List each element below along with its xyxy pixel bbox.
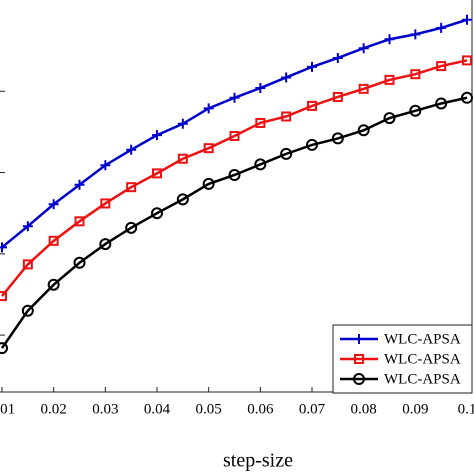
data-point	[48, 235, 59, 246]
legend-label: WLC-APSA	[384, 371, 461, 387]
data-point	[100, 160, 111, 171]
data-point	[358, 83, 369, 94]
data-point	[125, 221, 138, 234]
x-tick-label: 0.07	[299, 401, 326, 417]
legend-label: WLC-APSA	[384, 351, 461, 367]
data-point	[332, 52, 343, 63]
data-point	[176, 193, 189, 206]
data-point	[0, 291, 7, 302]
data-point	[74, 179, 85, 190]
legend: WLC-APSA WLC-APSA WLC-APSA	[332, 324, 473, 394]
x-tick-label: 0.1	[458, 401, 474, 417]
data-point	[384, 34, 395, 45]
data-point	[0, 342, 8, 355]
legend-marker	[354, 334, 364, 344]
data-point	[281, 111, 292, 122]
data-point	[255, 117, 266, 128]
data-point	[435, 97, 448, 110]
data-point	[228, 168, 241, 181]
data-point	[74, 216, 85, 227]
data-point	[47, 278, 60, 291]
data-point	[461, 91, 473, 104]
data-point	[409, 104, 422, 117]
legend-label: WLC-APSA	[384, 331, 461, 347]
data-point	[410, 29, 421, 40]
data-point	[152, 130, 162, 141]
data-point	[331, 132, 344, 145]
data-point	[358, 43, 369, 54]
data-point	[383, 112, 396, 125]
data-point	[306, 138, 318, 151]
data-point	[462, 55, 472, 66]
data-point	[22, 259, 33, 270]
x-tick-label: 0.04	[144, 401, 171, 417]
data-point	[126, 182, 137, 193]
x-tick-label: 0.09	[402, 401, 428, 417]
data-point	[21, 304, 34, 317]
data-point	[281, 72, 292, 83]
x-axis-label: step-size	[223, 450, 293, 472]
x-tick-label: 0.05	[196, 401, 222, 417]
data-point	[152, 168, 162, 179]
data-point	[0, 242, 7, 253]
data-point	[151, 207, 163, 220]
data-point	[307, 61, 317, 72]
data-point	[22, 221, 33, 232]
data-point	[436, 61, 447, 72]
x-tick-label: 0.08	[351, 401, 377, 417]
data-point	[229, 92, 240, 103]
data-point	[229, 130, 240, 141]
series-line	[0, 96, 468, 349]
x-tick-label: 0.06	[247, 401, 274, 417]
data-point	[203, 143, 214, 154]
data-point	[357, 124, 370, 137]
x-tick-label: 0.03	[92, 401, 118, 417]
data-point	[203, 103, 214, 114]
data-point	[126, 144, 137, 155]
data-point	[202, 177, 215, 190]
data-point	[254, 158, 267, 171]
x-tick-label: 0.02	[41, 401, 67, 417]
data-point	[177, 118, 188, 129]
data-point	[384, 74, 395, 85]
x-tick-label: 0.01	[0, 401, 15, 417]
data-point	[73, 256, 86, 269]
data-point	[410, 69, 421, 80]
data-point	[48, 199, 59, 210]
data-point	[280, 147, 293, 160]
data-point	[332, 91, 343, 102]
data-point	[100, 198, 111, 209]
data-point	[99, 238, 112, 251]
data-point	[255, 83, 266, 94]
series-line	[1, 59, 468, 297]
data-point	[307, 100, 317, 111]
data-point	[177, 153, 188, 164]
data-point	[462, 14, 472, 25]
data-point	[436, 22, 447, 33]
legend-marker	[354, 354, 364, 364]
legend-marker	[353, 373, 365, 385]
